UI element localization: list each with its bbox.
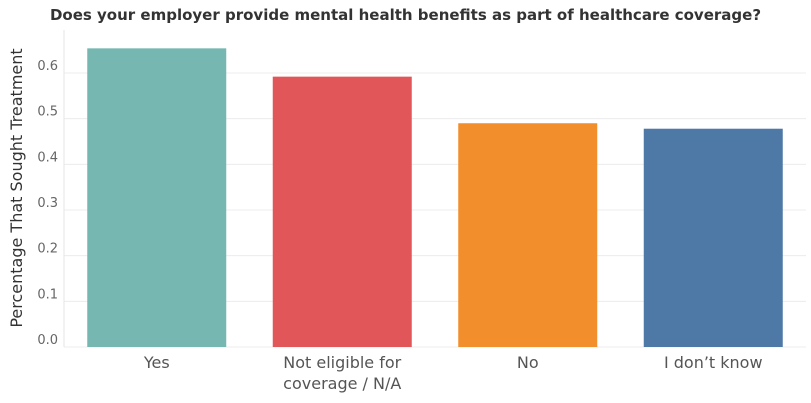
x-tick-label: Not eligible for coverage / N/A (283, 353, 401, 393)
x-tick-label: I don’t know (664, 353, 763, 372)
y-tick-label: 0.4 (37, 150, 58, 165)
bar (87, 48, 227, 348)
bar (272, 76, 412, 348)
bar (643, 128, 783, 347)
x-tick-label: No (517, 353, 539, 372)
y-tick-label: 0.2 (37, 242, 58, 257)
y-tick-label: 0.0 (37, 333, 58, 348)
y-axis-label: Percentage That Sought Treatment (7, 48, 26, 327)
y-tick-label: 0.1 (37, 287, 58, 302)
chart-title: Does your employer provide mental health… (49, 6, 762, 24)
bar (458, 123, 598, 347)
x-tick-label: Yes (143, 353, 170, 372)
y-tick-label: 0.5 (37, 105, 58, 120)
y-tick-label: 0.6 (37, 59, 58, 74)
y-tick-label: 0.3 (37, 196, 58, 211)
